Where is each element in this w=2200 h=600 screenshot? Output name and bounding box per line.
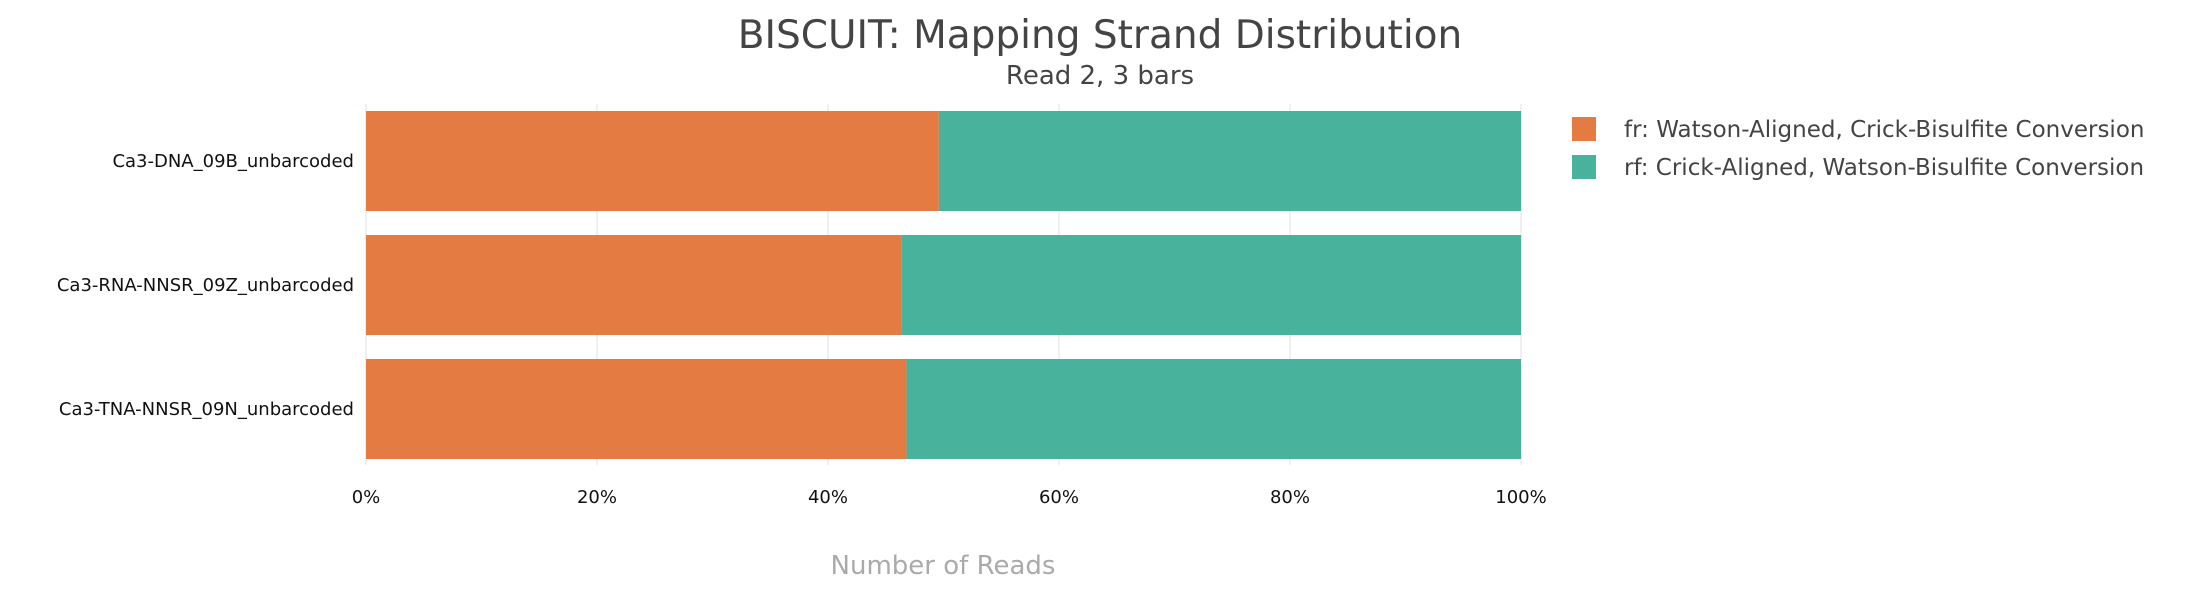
bar-segment-fr bbox=[366, 359, 907, 459]
x-axis-label: Number of Reads bbox=[831, 551, 1056, 581]
x-tick-label: 60% bbox=[1039, 487, 1079, 508]
x-tick-label: 100% bbox=[1495, 487, 1546, 508]
legend-swatch bbox=[1572, 117, 1596, 141]
x-tick-label: 20% bbox=[577, 487, 617, 508]
x-tick-label: 40% bbox=[808, 487, 848, 508]
bar-segment-rf bbox=[938, 111, 1521, 211]
bar-segment-rf bbox=[901, 235, 1521, 335]
bar-segment-fr bbox=[366, 111, 939, 211]
x-tick-label: 80% bbox=[1270, 487, 1310, 508]
bars bbox=[366, 111, 1521, 459]
bar-segment-fr bbox=[366, 235, 902, 335]
x-tick-label: 0% bbox=[352, 487, 381, 508]
chart-subtitle: Read 2, 3 bars bbox=[1006, 61, 1194, 91]
chart-title: BISCUIT: Mapping Strand Distribution bbox=[738, 13, 1463, 58]
y-tick-label: Ca3-TNA-NNSR_09N_unbarcoded bbox=[59, 399, 354, 420]
legend-swatch bbox=[1572, 155, 1596, 179]
x-tick-labels: 0% 20% 40% 60% 80% 100% bbox=[352, 487, 1547, 508]
y-tick-label: Ca3-RNA-NNSR_09Z_unbarcoded bbox=[57, 275, 354, 296]
bar-segment-rf bbox=[906, 359, 1521, 459]
y-tick-label: Ca3-DNA_09B_unbarcoded bbox=[112, 151, 354, 172]
legend: fr: Watson-Aligned, Crick-Bisulfite Conv… bbox=[1572, 117, 2144, 181]
legend-label: rf: Crick-Aligned, Watson-Bisulfite Conv… bbox=[1624, 155, 2144, 181]
legend-label: fr: Watson-Aligned, Crick-Bisulfite Conv… bbox=[1624, 117, 2144, 143]
y-tick-labels: Ca3-DNA_09B_unbarcoded Ca3-RNA-NNSR_09Z_u… bbox=[57, 151, 354, 420]
